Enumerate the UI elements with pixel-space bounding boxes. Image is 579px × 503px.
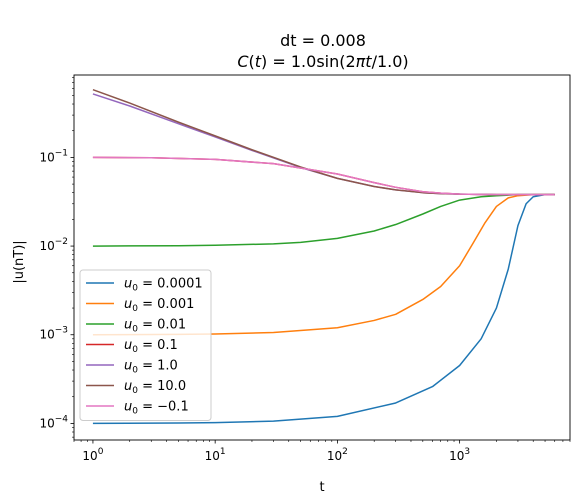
x-tick-label: 103 <box>449 447 470 463</box>
legend-entry-label: u0 = 1.0 <box>124 359 178 376</box>
series-group <box>92 89 555 425</box>
y-axis-label: |u(nT)| <box>12 240 27 283</box>
legend-entry-label: u0 = 0.01 <box>124 318 186 335</box>
legend-entry-label: u0 = 10.0 <box>124 379 186 396</box>
plot-area: 100 101 102 103 10−4 10−3 10−2 10−1 <box>39 74 571 463</box>
legend-entry-label: u0 = 0.0001 <box>124 277 203 294</box>
legend-box <box>79 269 212 421</box>
y-tick-label: 10−3 <box>39 326 68 342</box>
chart-title-line1: dt = 0.008 <box>280 31 366 50</box>
legend: u0 = 0.0001 u0 = 0.001 u0 = 0.01 u0 = 0.1 u0… <box>79 269 212 421</box>
y-tick-label: 10−4 <box>39 414 68 430</box>
x-tick-label: 102 <box>327 447 348 463</box>
x-tick-label: 100 <box>82 447 103 463</box>
legend-entry-label: u0 = 0.001 <box>124 297 194 314</box>
series-line-1 <box>92 193 555 425</box>
chart-title-line2: C(t) = 1.0sin(2πt/1.0) <box>237 52 408 71</box>
legend-entry-label: u0 = −0.1 <box>124 400 189 417</box>
axes-frame <box>73 74 571 441</box>
y-tick-label: 10−1 <box>39 148 68 164</box>
series-line-2 <box>92 193 555 336</box>
series-line-3 <box>92 193 555 247</box>
x-axis-label: t <box>319 480 324 495</box>
x-tick-label: 101 <box>205 447 226 463</box>
legend-entry-label: u0 = 0.1 <box>124 338 178 355</box>
series-line-7 <box>92 156 555 196</box>
y-tick-label: 10−2 <box>39 237 68 253</box>
